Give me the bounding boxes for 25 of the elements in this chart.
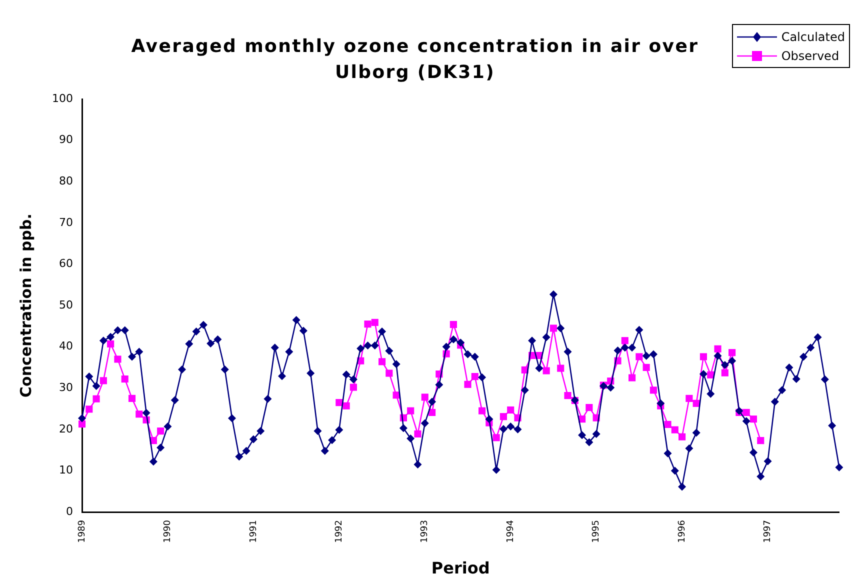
x-tick-label: 1992 — [334, 520, 345, 543]
x-axis-title: Period — [431, 558, 490, 578]
x-tick-label: 1995 — [592, 520, 602, 543]
x-tick-label: 1990 — [163, 520, 174, 543]
y-tick-label: 10 — [59, 464, 73, 477]
x-tick-label: 1997 — [763, 520, 774, 543]
x-tick-label: 1991 — [248, 520, 259, 543]
x-tick-label: 1996 — [677, 520, 688, 543]
x-tick-label: 1989 — [77, 520, 88, 543]
y-tick-label: 30 — [59, 380, 73, 394]
y-tick-label: 40 — [59, 340, 73, 353]
legend-label: Calculated — [781, 30, 845, 44]
legend-label: Observed — [781, 48, 840, 62]
y-tick-label: 50 — [59, 298, 73, 312]
y-tick-label: 20 — [59, 422, 73, 436]
y-axis-title: Concentration in ppb. — [16, 214, 35, 398]
chart-title: Averaged monthly ozone concentration in air over Ulborg (DK31) — [130, 35, 700, 85]
y-tick-label: 80 — [59, 174, 73, 188]
y-tick-label: 90 — [59, 133, 73, 146]
y-tick-label: 70 — [59, 216, 73, 229]
y-tick-label: 0 — [66, 504, 73, 518]
y-tick-label: 60 — [59, 257, 73, 270]
x-tick-label: 1993 — [420, 520, 430, 543]
x-tick-label: 1994 — [506, 520, 516, 543]
y-tick-label: 100 — [52, 92, 73, 105]
